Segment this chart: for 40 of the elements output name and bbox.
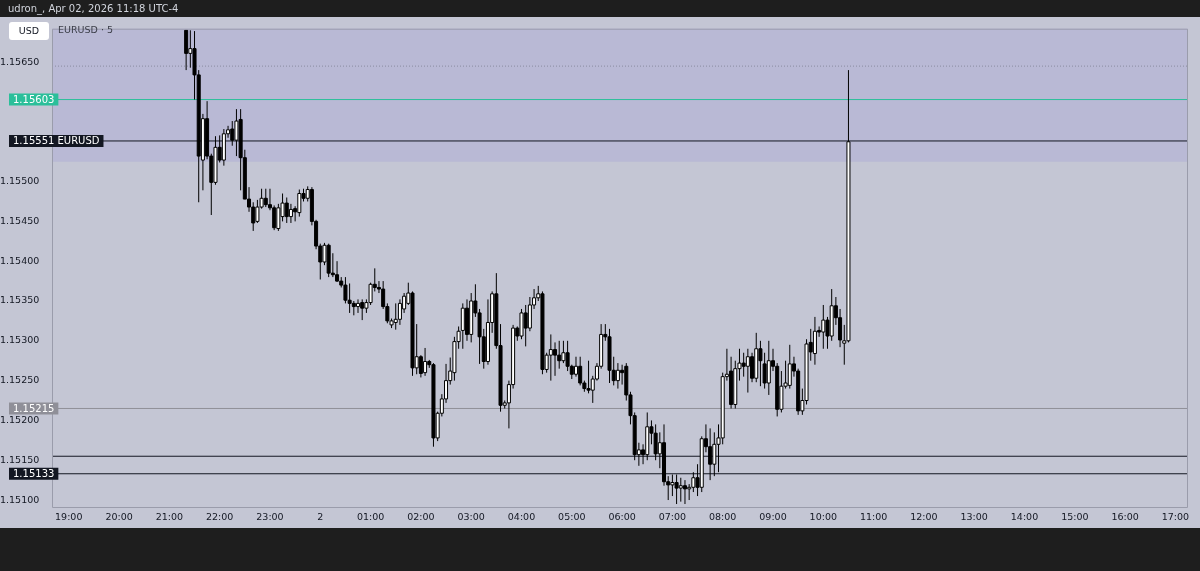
ref-line-label: 1.15133 xyxy=(13,467,55,479)
x-tick-label: 20:00 xyxy=(105,511,133,523)
y-tick-label: 1.15400 xyxy=(0,254,40,266)
x-tick-label: 14:00 xyxy=(1010,511,1039,523)
ref-line-label: 1.15215 xyxy=(13,402,55,414)
y-tick-label: 1.15250 xyxy=(0,374,40,386)
x-tick-label: 22:00 xyxy=(205,511,234,523)
x-tick-label: 12:00 xyxy=(910,511,938,523)
ref-line-label: 1.15603 xyxy=(13,93,55,105)
x-tick-label: 21:00 xyxy=(155,511,184,523)
y-tick-label: 1.15150 xyxy=(0,453,40,465)
x-tick-label: 2 xyxy=(317,511,324,523)
x-tick-label: 08:00 xyxy=(709,511,737,523)
y-tick-label: 1.15650 xyxy=(0,55,40,67)
x-tick-label: 19:00 xyxy=(55,511,83,523)
x-tick-label: 03:00 xyxy=(457,511,485,523)
y-tick-label: 1.15500 xyxy=(0,175,40,187)
chart-title: EURUSD · 5 xyxy=(58,24,113,35)
x-tick-label: 01:00 xyxy=(356,511,385,523)
x-tick-label: 06:00 xyxy=(608,511,636,523)
x-tick-label: 11:00 xyxy=(859,511,888,523)
chart-subtitle: udron_, Apr 02, 2026 11:18 UTC-4 xyxy=(0,0,1200,17)
y-tick-label: 1.15450 xyxy=(0,214,40,226)
x-tick-label: 04:00 xyxy=(507,511,536,523)
x-tick-label: 05:00 xyxy=(558,511,586,523)
y-tick-label: 1.15200 xyxy=(0,413,40,425)
x-tick-label: 10:00 xyxy=(809,511,837,523)
x-tick-label: 23:00 xyxy=(256,511,284,523)
x-tick-label: 02:00 xyxy=(407,511,435,523)
x-tick-label: 17:00 xyxy=(1161,511,1190,523)
ref-line-label: 1.15551 EURUSD xyxy=(13,135,100,147)
x-tick-label: 13:00 xyxy=(960,511,988,523)
y-axis-title: USD xyxy=(9,22,49,40)
y-tick-label: 1.15100 xyxy=(0,493,40,505)
y-tick-label: 1.15350 xyxy=(0,294,40,306)
x-tick-label: 07:00 xyxy=(658,511,687,523)
x-tick-label: 09:00 xyxy=(759,511,787,523)
x-tick-label: 16:00 xyxy=(1111,511,1139,523)
x-tick-label: 15:00 xyxy=(1061,511,1089,523)
y-tick-label: 1.15300 xyxy=(0,334,40,346)
